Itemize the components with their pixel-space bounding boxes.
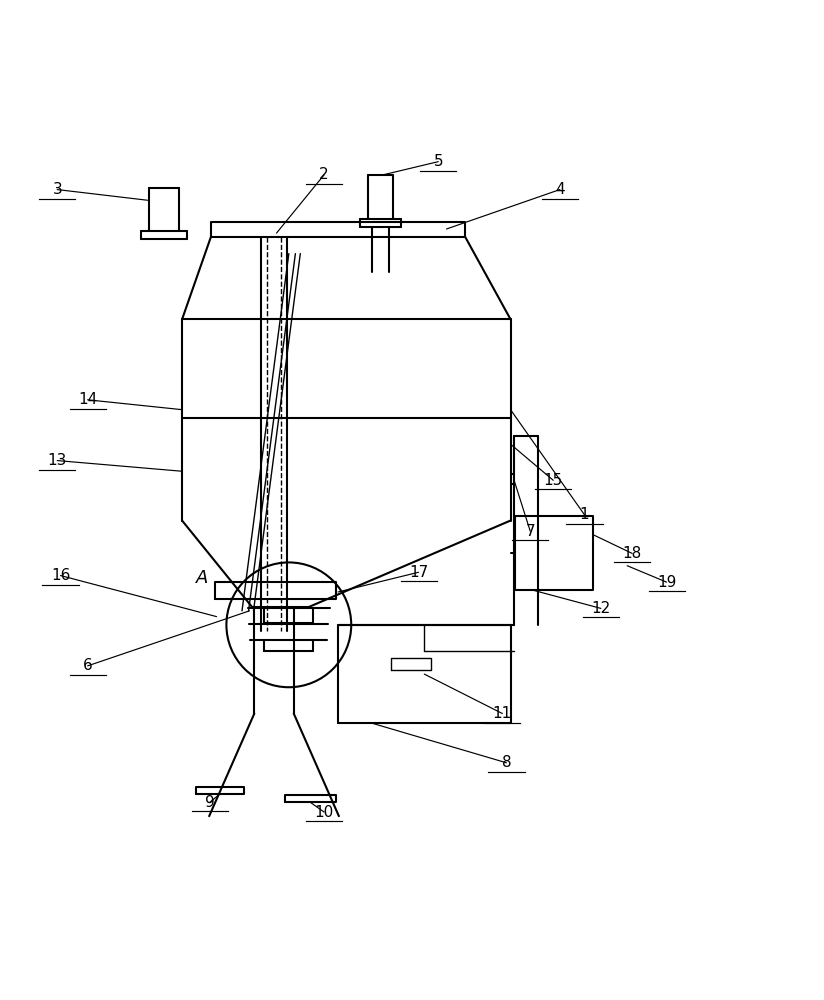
Text: 9: 9 [205,795,215,810]
Text: 6: 6 [82,658,92,673]
Text: 10: 10 [315,805,334,820]
Text: 19: 19 [657,575,677,590]
Text: 12: 12 [592,601,611,616]
Text: 5: 5 [433,154,443,169]
Text: 11: 11 [493,706,512,721]
Text: 1: 1 [579,507,589,522]
Text: 3: 3 [53,182,62,197]
Text: 17: 17 [409,565,428,580]
Text: 2: 2 [320,167,329,182]
Text: 4: 4 [555,182,564,197]
Text: 15: 15 [544,473,563,488]
Text: A: A [195,569,208,587]
Text: 8: 8 [502,755,511,770]
Text: 14: 14 [78,392,97,407]
Text: 18: 18 [622,546,642,561]
Text: 16: 16 [51,568,70,583]
Text: 7: 7 [526,524,535,539]
Text: 13: 13 [48,453,67,468]
